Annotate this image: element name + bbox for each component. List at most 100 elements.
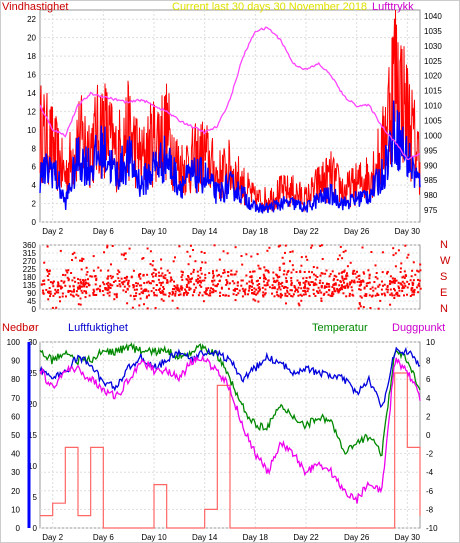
direction-point	[248, 280, 251, 283]
direction-point	[155, 289, 158, 291]
direction-point	[187, 276, 190, 279]
direction-point	[241, 295, 244, 298]
direction-point	[111, 275, 114, 278]
temperature-tick-label: 6	[426, 375, 431, 384]
direction-point	[262, 273, 265, 276]
direction-point	[71, 259, 73, 261]
direction-point	[47, 298, 50, 301]
pressure-tick-label: 995	[424, 146, 438, 155]
direction-point	[290, 294, 293, 297]
direction-point	[318, 282, 321, 284]
direction-point	[198, 291, 201, 294]
direction-point	[164, 274, 167, 277]
direction-point	[88, 294, 91, 297]
pressure-tick-label: 975	[424, 206, 438, 215]
direction-point	[51, 282, 54, 285]
humidity-tick-label: 60	[11, 412, 20, 421]
direction-point	[403, 276, 406, 279]
temperature-tick-label: 4	[426, 394, 431, 403]
direction-point	[349, 261, 352, 264]
direction-point	[113, 298, 116, 301]
direction-point	[117, 277, 120, 280]
direction-point	[133, 298, 136, 301]
direction-point	[84, 283, 87, 286]
direction-point	[300, 287, 303, 290]
direction-point	[128, 285, 131, 288]
direction-point	[149, 250, 152, 253]
direction-point	[168, 295, 171, 298]
pressure-tick-label: 1030	[424, 42, 442, 51]
direction-point	[226, 271, 229, 274]
direction-point	[138, 304, 141, 307]
direction-point	[303, 289, 306, 292]
direction-point	[222, 294, 225, 297]
direction-point	[286, 271, 289, 274]
direction-point	[144, 289, 147, 292]
direction-point	[417, 284, 420, 287]
direction-point	[311, 271, 313, 274]
direction-point	[334, 282, 337, 285]
direction-point	[188, 288, 191, 291]
direction-point	[158, 288, 160, 291]
direction-point	[160, 258, 163, 261]
direction-point	[319, 279, 322, 282]
direction-point	[80, 285, 83, 288]
direction-point	[155, 284, 158, 287]
direction-point	[141, 257, 144, 260]
direction-point	[411, 269, 414, 272]
direction-point	[308, 284, 311, 286]
direction-point	[333, 277, 336, 280]
direction-point	[358, 274, 361, 277]
direction-point	[392, 279, 395, 282]
direction-point	[381, 293, 384, 296]
humidity-tick-label: 80	[11, 375, 20, 384]
direction-point	[250, 255, 253, 258]
direction-point	[234, 299, 237, 302]
direction-point	[177, 288, 180, 291]
direction-point	[280, 294, 283, 297]
direction-point	[132, 269, 135, 272]
direction-point	[266, 282, 269, 284]
direction-point	[417, 291, 420, 294]
direction-point	[151, 273, 153, 276]
direction-point	[142, 257, 145, 259]
wind-series-group	[39, 9, 421, 214]
direction-point	[222, 250, 225, 253]
direction-point	[398, 294, 401, 297]
direction-point	[99, 285, 102, 288]
pressure-tick-label: 990	[424, 161, 438, 170]
direction-point	[368, 281, 371, 284]
direction-point	[168, 271, 171, 274]
direction-point	[355, 276, 358, 279]
direction-point	[303, 271, 306, 273]
direction-point	[346, 272, 348, 275]
direction-point	[43, 261, 46, 264]
direction-point	[252, 270, 254, 273]
direction-point	[302, 293, 305, 296]
direction-point	[178, 290, 181, 293]
direction-point	[303, 286, 306, 289]
direction-point	[384, 294, 387, 297]
direction-point	[394, 280, 397, 282]
direction-point	[204, 261, 207, 264]
direction-point	[174, 292, 177, 295]
direction-point	[319, 245, 322, 247]
direction-point	[341, 288, 343, 291]
direction-point	[281, 281, 284, 284]
direction-point	[356, 270, 358, 273]
direction-point	[188, 286, 191, 289]
direction-point	[170, 278, 173, 281]
direction-point	[411, 290, 414, 293]
direction-point	[82, 258, 85, 261]
direction-point	[349, 283, 351, 286]
direction-point	[152, 271, 155, 274]
wind-tick-label: 22	[27, 15, 36, 24]
direction-point	[361, 279, 364, 282]
direction-point	[311, 281, 314, 284]
direction-point	[408, 283, 410, 286]
direction-point	[349, 281, 352, 284]
direction-point	[289, 251, 292, 253]
direction-point	[147, 280, 150, 283]
direction-point	[363, 294, 366, 297]
direction-point	[160, 274, 163, 277]
